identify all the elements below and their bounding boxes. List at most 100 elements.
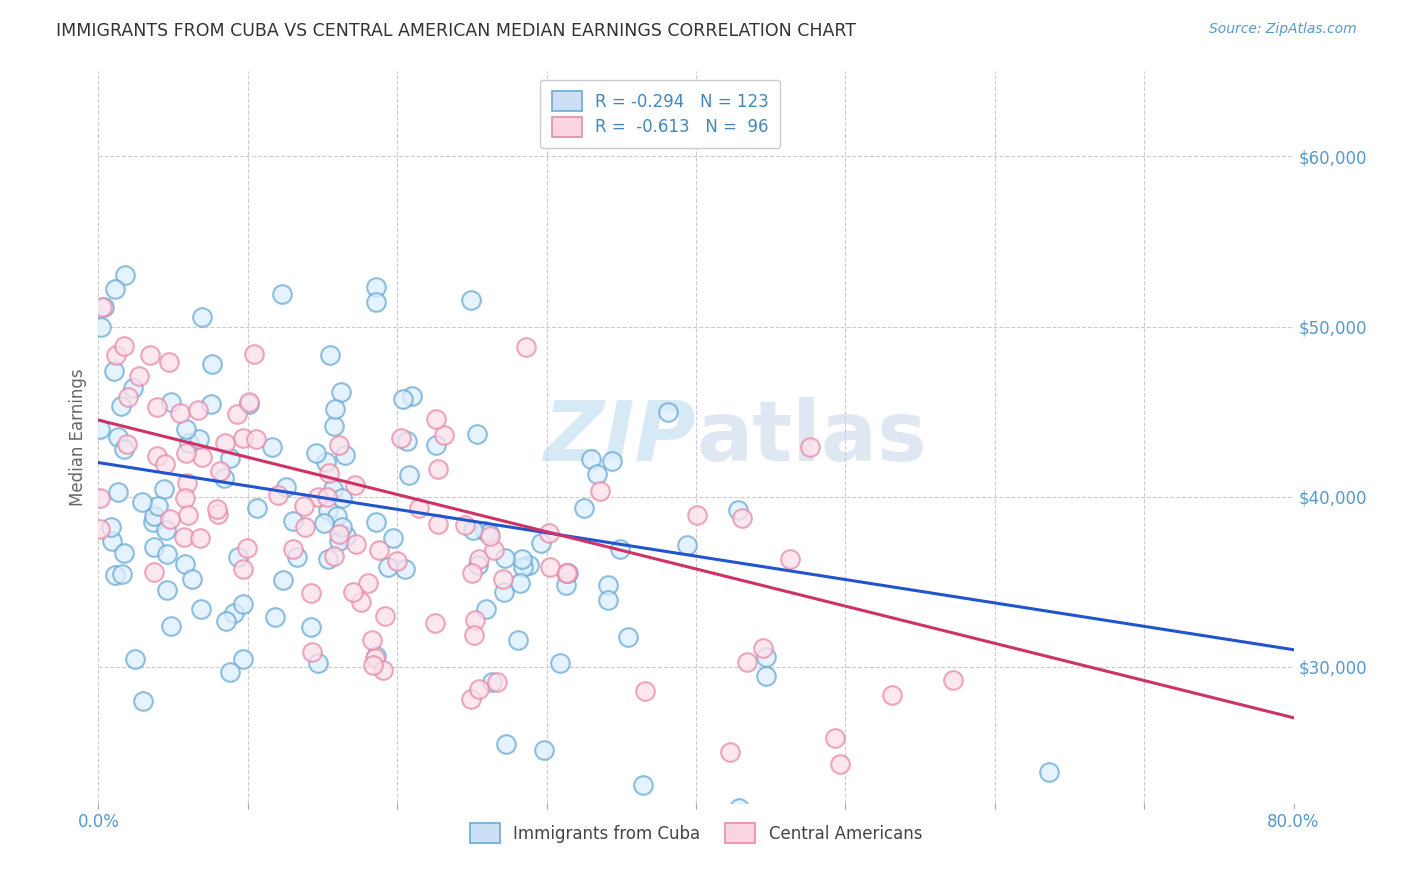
Point <box>238 396 260 410</box>
Point <box>138 348 160 362</box>
Y-axis label: Median Earnings: Median Earnings <box>69 368 87 506</box>
Point <box>344 537 367 551</box>
Point <box>718 745 741 759</box>
Point <box>538 560 561 574</box>
Point <box>143 565 166 579</box>
Point <box>464 613 486 627</box>
Point <box>142 508 165 523</box>
Point <box>364 515 387 529</box>
Point <box>190 450 212 464</box>
Point <box>146 499 169 513</box>
Point <box>307 490 329 504</box>
Point <box>364 651 387 665</box>
Point <box>581 452 603 467</box>
Point <box>880 688 903 702</box>
Point <box>114 268 136 282</box>
Point <box>731 510 754 524</box>
Point <box>186 402 208 417</box>
Point <box>492 585 515 599</box>
Point <box>676 538 699 552</box>
Point <box>373 663 395 677</box>
Point <box>557 566 579 581</box>
Point <box>277 822 299 837</box>
Point <box>373 609 395 624</box>
Point <box>222 606 245 620</box>
Point <box>537 526 560 541</box>
Text: IMMIGRANTS FROM CUBA VS CENTRAL AMERICAN MEDIAN EARNINGS CORRELATION CHART: IMMIGRANTS FROM CUBA VS CENTRAL AMERICAN… <box>56 22 856 40</box>
Point <box>243 347 266 361</box>
Point <box>515 340 537 354</box>
Point <box>492 572 515 586</box>
Point <box>586 467 609 481</box>
Point <box>173 530 195 544</box>
Text: Source: ZipAtlas.com: Source: ZipAtlas.com <box>1209 22 1357 37</box>
Point <box>467 558 489 573</box>
Point <box>226 407 249 421</box>
Point <box>176 476 198 491</box>
Point <box>385 553 408 567</box>
Point <box>468 552 491 566</box>
Point <box>942 673 965 687</box>
Point <box>283 514 305 528</box>
Point <box>232 651 254 665</box>
Point <box>312 516 335 530</box>
Point <box>357 576 380 591</box>
Point <box>495 737 517 751</box>
Point <box>533 743 555 757</box>
Point <box>218 665 240 679</box>
Point <box>271 573 294 587</box>
Point <box>153 458 176 472</box>
Point <box>219 451 242 466</box>
Point <box>328 534 350 549</box>
Point <box>634 683 657 698</box>
Point <box>342 585 364 599</box>
Point <box>245 432 267 446</box>
Point <box>177 436 200 450</box>
Point <box>173 558 195 572</box>
Point <box>755 669 778 683</box>
Point <box>110 567 132 582</box>
Point <box>215 615 238 629</box>
Point <box>367 543 389 558</box>
Point <box>276 480 298 494</box>
Point <box>299 620 322 634</box>
Point <box>93 301 115 315</box>
Point <box>101 534 124 549</box>
Point <box>323 549 346 563</box>
Point <box>631 778 654 792</box>
Point <box>103 364 125 378</box>
Point <box>212 471 235 485</box>
Point <box>477 526 499 541</box>
Point <box>364 294 387 309</box>
Point <box>408 500 430 515</box>
Point <box>461 566 484 581</box>
Point <box>316 490 339 504</box>
Point <box>187 432 209 446</box>
Point <box>460 692 482 706</box>
Point <box>181 573 204 587</box>
Point <box>112 546 135 560</box>
Point <box>200 397 222 411</box>
Point <box>117 390 139 404</box>
Point <box>394 562 416 576</box>
Point <box>330 491 353 505</box>
Point <box>132 694 155 708</box>
Point <box>156 582 179 597</box>
Point <box>159 512 181 526</box>
Point <box>322 482 344 496</box>
Point <box>131 495 153 509</box>
Point <box>425 412 447 426</box>
Point <box>572 500 595 515</box>
Point <box>326 509 349 524</box>
Point <box>463 627 485 641</box>
Point <box>657 405 679 419</box>
Point <box>423 615 446 630</box>
Point <box>509 575 531 590</box>
Point <box>226 549 249 564</box>
Point <box>188 531 211 545</box>
Point <box>530 536 553 550</box>
Point <box>232 431 254 445</box>
Point <box>271 287 294 301</box>
Point <box>735 655 758 669</box>
Point <box>779 552 801 566</box>
